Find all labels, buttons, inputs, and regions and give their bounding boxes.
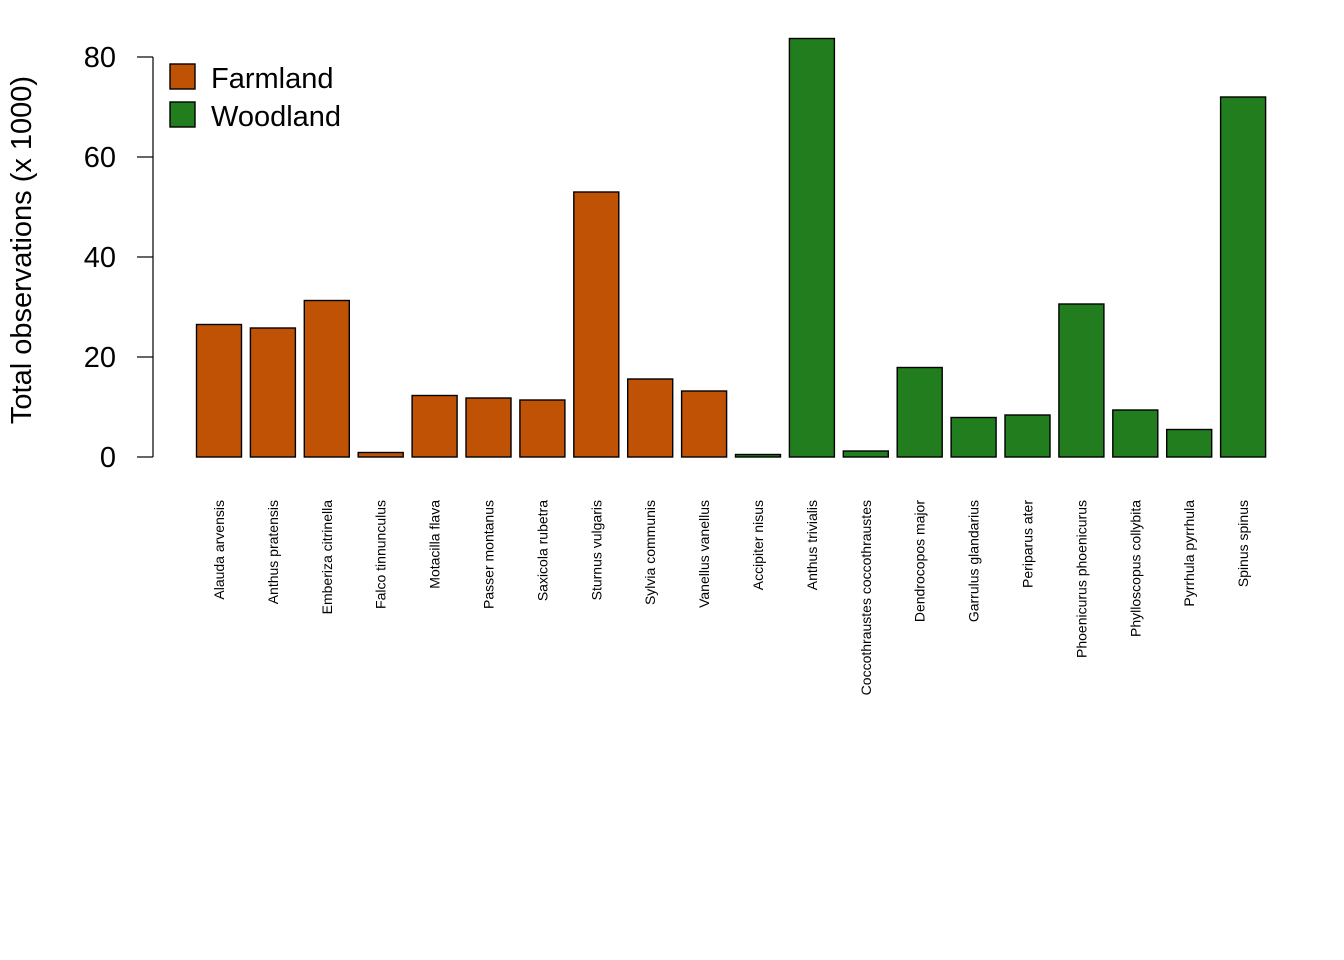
bar-18: [1165, 428, 1213, 458]
bar-15: [1004, 414, 1051, 458]
category-label-13: Dendrocopos major: [912, 500, 928, 623]
bar-3: [357, 451, 404, 458]
category-label-0: Alauda arvensis: [211, 500, 227, 600]
bar-11: [788, 37, 836, 458]
bar-19: [1219, 96, 1267, 458]
bar-9: [680, 390, 728, 458]
bar-5: [465, 397, 512, 458]
bar-17: [1112, 409, 1159, 458]
legend-swatch-0: [169, 63, 196, 90]
bar-12: [842, 450, 889, 458]
category-label-15: Periparus ater: [1020, 500, 1036, 588]
category-label-14: Garrulus glandarius: [966, 500, 982, 622]
bar-4: [411, 394, 458, 458]
bar-13: [896, 366, 943, 458]
category-label-9: Vanellus vanellus: [696, 500, 712, 608]
y-tick-label-1: 20: [84, 342, 116, 374]
legend-label-0: Farmland: [211, 63, 334, 95]
bar-7: [573, 191, 620, 458]
bar-16: [1058, 303, 1105, 458]
bar-0: [195, 323, 243, 458]
y-tick-label-4: 80: [84, 42, 116, 74]
legend-label-1: Woodland: [211, 101, 341, 133]
bar-14: [950, 416, 997, 458]
category-label-10: Accipiter nisus: [750, 500, 766, 590]
category-labels: Alauda arvensis Anthus pratensis Emberiza …: [211, 500, 1251, 696]
category-label-6: Saxicola rubetra: [534, 500, 550, 601]
category-label-17: Phylloscopus collybita: [1127, 500, 1143, 637]
category-label-18: Pyrrhula pyrrhula: [1181, 500, 1197, 607]
category-label-11: Anthus trivialis: [804, 500, 820, 590]
y-axis: 0 20 40 60 80: [84, 42, 154, 474]
category-label-8: Sylvia communis: [642, 500, 658, 605]
bar-1: [249, 327, 297, 458]
category-label-3: Falco tinnunculus: [373, 500, 389, 609]
bar-6: [519, 399, 566, 458]
category-label-4: Motacilla flava: [427, 500, 443, 589]
bar-10: [734, 453, 782, 458]
category-label-1: Anthus pratensis: [265, 500, 281, 604]
bar-2: [303, 299, 350, 458]
y-tick-label-3: 60: [84, 142, 116, 174]
category-label-19: Spinus spinus: [1235, 500, 1251, 587]
category-label-2: Emberiza citrinella: [319, 500, 335, 615]
y-axis-title: Total observations (x 1000): [6, 76, 38, 424]
y-tick-label-2: 40: [84, 242, 116, 274]
y-tick-label-0: 0: [100, 442, 116, 474]
bar-8: [627, 378, 674, 458]
legend-swatch-1: [169, 101, 196, 128]
legend: Farmland Woodland: [169, 63, 341, 133]
category-label-5: Passer montanus: [481, 500, 497, 609]
category-label-12: Coccothraustes coccothraustes: [858, 500, 874, 695]
category-label-7: Sturnus vulgaris: [588, 500, 604, 600]
category-label-16: Phoenicurus phoenicurus: [1073, 500, 1089, 658]
bars-group: [195, 37, 1267, 458]
